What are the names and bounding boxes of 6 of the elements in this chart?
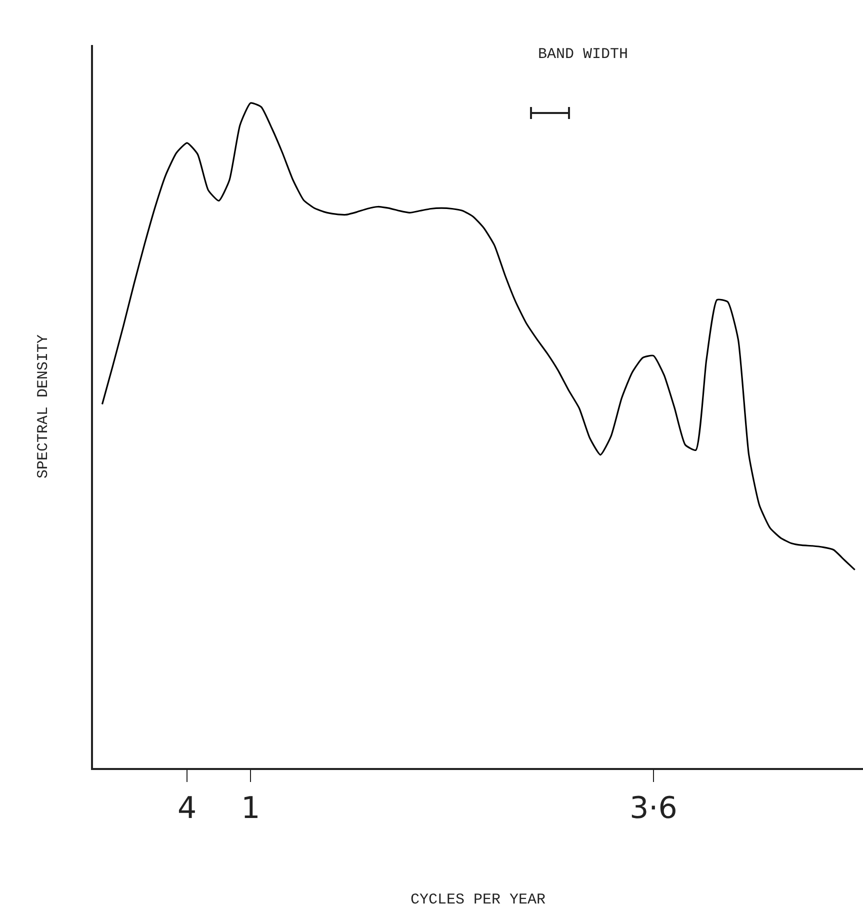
x-axis-title: CYCLES PER YEAR <box>410 891 546 908</box>
x-tick-label: 3·6 <box>630 790 678 826</box>
y-axis-title: SPECTRAL DENSITY <box>35 334 52 479</box>
x-tick-label: 1 <box>241 790 260 826</box>
text: BAND WIDTH <box>538 46 628 63</box>
x-tick-label: 4 <box>177 790 197 826</box>
